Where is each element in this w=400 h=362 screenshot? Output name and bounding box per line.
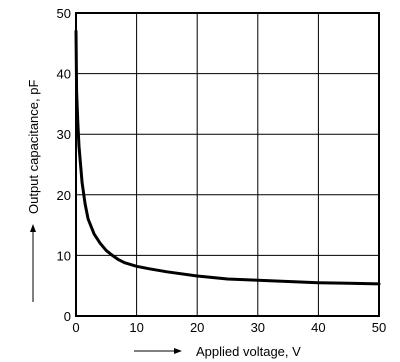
y-tick-label: 20 xyxy=(57,188,71,203)
x-tick-label: 40 xyxy=(311,320,325,335)
capacitance-curve xyxy=(74,29,381,286)
x-axis-arrow-head xyxy=(174,348,182,354)
grid xyxy=(76,13,379,316)
x-tick-label: 10 xyxy=(129,320,143,335)
y-axis-label-group: Output capacitance, pF xyxy=(26,80,41,302)
x-axis-label-group: Applied voltage, V xyxy=(134,344,301,359)
plot-frame xyxy=(75,12,380,317)
y-tick-labels: 0 10 20 30 40 50 xyxy=(57,6,71,324)
y-tick-label: 10 xyxy=(57,248,71,263)
x-tick-labels: 0 10 20 30 40 50 xyxy=(72,320,386,335)
x-axis-label: Applied voltage, V xyxy=(196,344,301,359)
x-tick-label: 30 xyxy=(251,320,265,335)
y-tick-label: 0 xyxy=(64,309,71,324)
y-axis-label: Output capacitance, pF xyxy=(26,80,41,214)
x-tick-label: 0 xyxy=(72,320,79,335)
y-tick-label: 50 xyxy=(57,6,71,21)
y-tick-label: 40 xyxy=(57,67,71,82)
y-axis-arrow-head xyxy=(30,224,36,232)
y-tick-label: 30 xyxy=(57,127,71,142)
x-tick-label: 50 xyxy=(372,320,386,335)
x-tick-label: 20 xyxy=(190,320,204,335)
